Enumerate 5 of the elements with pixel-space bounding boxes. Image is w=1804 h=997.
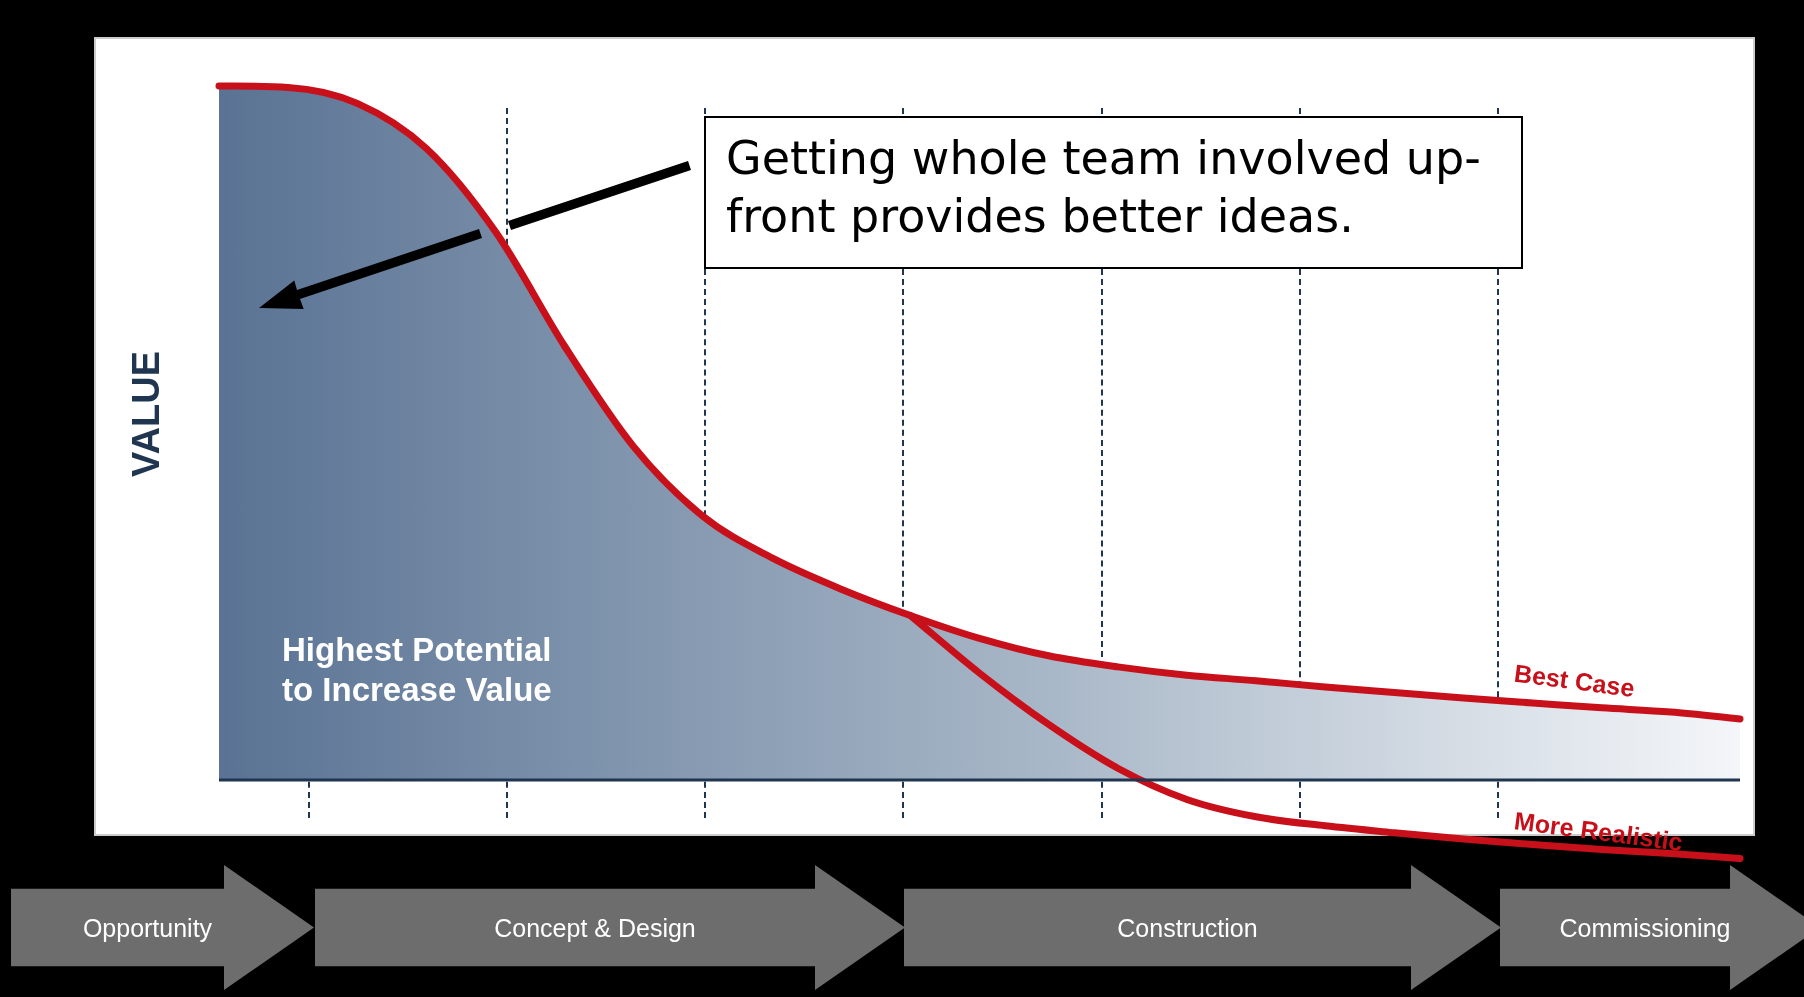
y-axis-title: VALUE	[124, 351, 168, 477]
text: Best Case	[1512, 658, 1637, 703]
annotation: Highest Potential to Increase Value	[282, 630, 552, 710]
text: More Realistic	[1512, 806, 1685, 856]
annotation: Getting whole team involved up-front provides better ideas.	[704, 116, 1523, 269]
